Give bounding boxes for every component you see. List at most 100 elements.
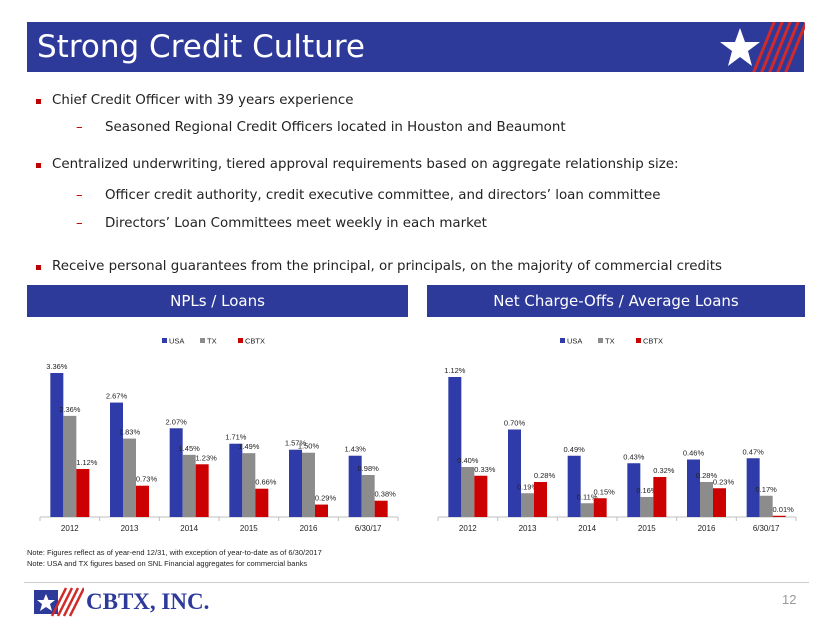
bar-cbtx [76,469,90,517]
bar-cbtx [534,482,547,517]
bar-usa [687,459,700,517]
bar-usa [289,449,302,517]
bar-usa [627,463,641,517]
legend-swatch-cbtx [636,338,641,343]
data-label-tx: 0.28% [696,471,718,480]
data-label-usa: 1.43% [345,445,367,454]
bar-cbtx [374,500,388,517]
legend-label-cbtx: CBTX [643,337,663,346]
legend-label-usa: USA [567,337,582,346]
bar-cbtx [255,488,269,517]
bar-cbtx [195,464,209,517]
bar-usa [746,458,760,517]
bar-usa [508,429,521,517]
data-label-cbtx: 0.15% [594,487,616,496]
bar-tx [580,503,594,517]
nco-chart: USA TX CBTX 1.12% 0.40%0.33% 2012 0.70% 0.19% 0.… [437,337,797,533]
bar-usa [50,373,64,517]
star-logo-icon [720,22,805,72]
bullet-text: Receive personal guarantees from the pri… [52,259,722,274]
data-label-cbtx: 0.28% [534,471,556,480]
dash-marker: – [76,120,83,135]
footnotes: Note: Figures reflect as of year-end 12/… [27,547,322,569]
bar-cbtx [136,485,149,517]
data-label-usa: 0.47% [743,447,765,456]
data-label-tx: 1.50% [298,442,320,451]
data-label-cbtx: 0.01% [773,505,795,514]
legend-label-usa: USA [169,337,184,346]
bar-tx [640,497,654,517]
x-tick-label: 2016 [698,524,716,533]
footnote: Note: USA and TX figures based on SNL Fi… [27,559,308,568]
x-tick-label: 2013 [121,524,139,533]
bar-cbtx [593,498,607,517]
bar-usa [169,428,183,517]
data-label-cbtx: 0.23% [713,477,735,486]
x-tick-label: 2016 [300,524,318,533]
data-label-usa: 0.70% [504,419,526,428]
bullet-text: Chief Credit Officer with 39 years exper… [52,93,354,108]
x-tick-label: 2012 [61,524,79,533]
data-label-usa: 0.43% [623,452,645,461]
x-tick-label: 2015 [240,524,258,533]
bar-usa [348,455,362,517]
bar-tx [461,467,475,517]
x-tick-label: 2014 [578,524,596,533]
npl-panel-header: NPLs / Loans [27,285,408,317]
bullet-marker [36,265,41,270]
bar-tx [700,482,713,517]
data-label-usa: 2.07% [166,417,188,426]
x-tick-label: 2014 [180,524,198,533]
data-label-cbtx: 1.23% [196,453,218,462]
legend-swatch-tx [200,338,205,343]
legend-swatch-tx [598,338,603,343]
data-label-tx: 0.11% [577,492,598,501]
bar-cbtx [713,488,726,517]
bar-tx [759,495,773,517]
data-label-tx: 1.49% [238,442,260,451]
legend-label-tx: TX [605,337,615,346]
data-label-cbtx: 1.12% [76,458,98,467]
footnote: Note: Figures reflect as of year-end 12/… [27,548,322,557]
bar-usa [567,455,581,517]
bar-cbtx [474,475,488,517]
x-tick-label: 2012 [459,524,477,533]
sub-bullet-text: Seasoned Regional Credit Officers locate… [105,120,566,135]
legend-label-cbtx: CBTX [245,337,265,346]
bar-tx [302,452,315,517]
dash-marker: – [76,216,83,231]
data-label-usa: 2.67% [106,392,128,401]
company-name: CBTX, INC. [86,589,210,614]
dash-marker: – [76,188,83,203]
bar-usa [229,443,243,517]
bar-usa [110,402,123,517]
data-label-usa: 0.49% [564,445,586,454]
bar-tx [63,415,77,517]
bar-cbtx [315,504,328,517]
page-title: Strong Credit Culture [37,29,365,65]
footer-divider [24,582,809,583]
sub-bullet-text: Officer credit authority, credit executi… [105,188,661,203]
nco-panel-header: Net Charge-Offs / Average Loans [427,285,805,317]
data-label-usa: 3.36% [46,362,68,371]
data-label-tx: 0.40% [457,456,479,465]
bullet-marker [36,163,41,168]
x-tick-label: 6/30/17 [355,524,382,533]
bar-tx [123,438,136,517]
bar-tx [361,475,375,517]
npl-chart: USA TX CBTX 3.36% 2.36% 1.12% 2012 2.67% 1.83% 0.… [39,337,399,533]
data-label-cbtx: 0.73% [136,475,158,484]
data-label-tx: 0.17% [756,485,778,494]
data-label-usa: 1.12% [444,366,466,375]
title-bar: Strong Credit Culture [27,22,804,72]
bar-tx [182,454,196,517]
data-label-cbtx: 0.66% [255,478,277,487]
x-tick-label: 2015 [638,524,656,533]
data-label-usa: 0.46% [683,449,705,458]
data-label-cbtx: 0.29% [315,494,337,503]
data-label-tx: 0.19% [517,482,539,491]
data-label-tx: 1.83% [119,428,141,437]
bar-tx [242,453,256,517]
company-logo-icon [34,587,84,617]
sub-bullet-text: Directors’ Loan Committees meet weekly i… [105,216,487,231]
